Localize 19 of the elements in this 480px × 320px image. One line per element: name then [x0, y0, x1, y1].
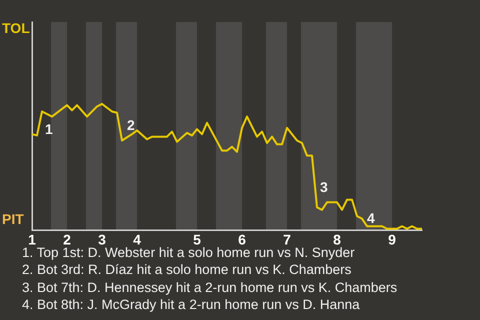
- x-tick-label: 7: [283, 231, 292, 248]
- annotation: 3: [320, 179, 328, 195]
- x-tick-label: 3: [98, 231, 106, 248]
- text: PIT: [2, 211, 24, 227]
- x-tick-label: 6: [238, 231, 246, 248]
- x-tick-label: 9: [388, 231, 396, 248]
- x-tick-label: 1: [28, 231, 36, 248]
- x-tick-label: 5: [193, 231, 202, 248]
- x-tick-label: 2: [63, 231, 72, 248]
- x-tick-label: 4: [133, 231, 142, 248]
- x-tick-label: 8: [333, 231, 342, 248]
- text: 4. Bot 8th: J. McGrady hit a 2-run home run vs D. Hanna: [22, 296, 361, 314]
- text: 1. Top 1st: D. Webster hit a solo home run vs N. Snyder: [22, 245, 355, 260]
- text: 3. Bot 7th: D. Hennessey hit a 2-run home run vs K. Chambers: [22, 278, 398, 296]
- text: TOL: [2, 20, 30, 36]
- text: 2. Bot 3rd: R. Díaz hit a solo home run vs K. Chambers: [22, 261, 352, 279]
- annotation: 4: [367, 210, 375, 226]
- annotation: 2: [127, 117, 135, 133]
- annotation: 1: [45, 121, 53, 137]
